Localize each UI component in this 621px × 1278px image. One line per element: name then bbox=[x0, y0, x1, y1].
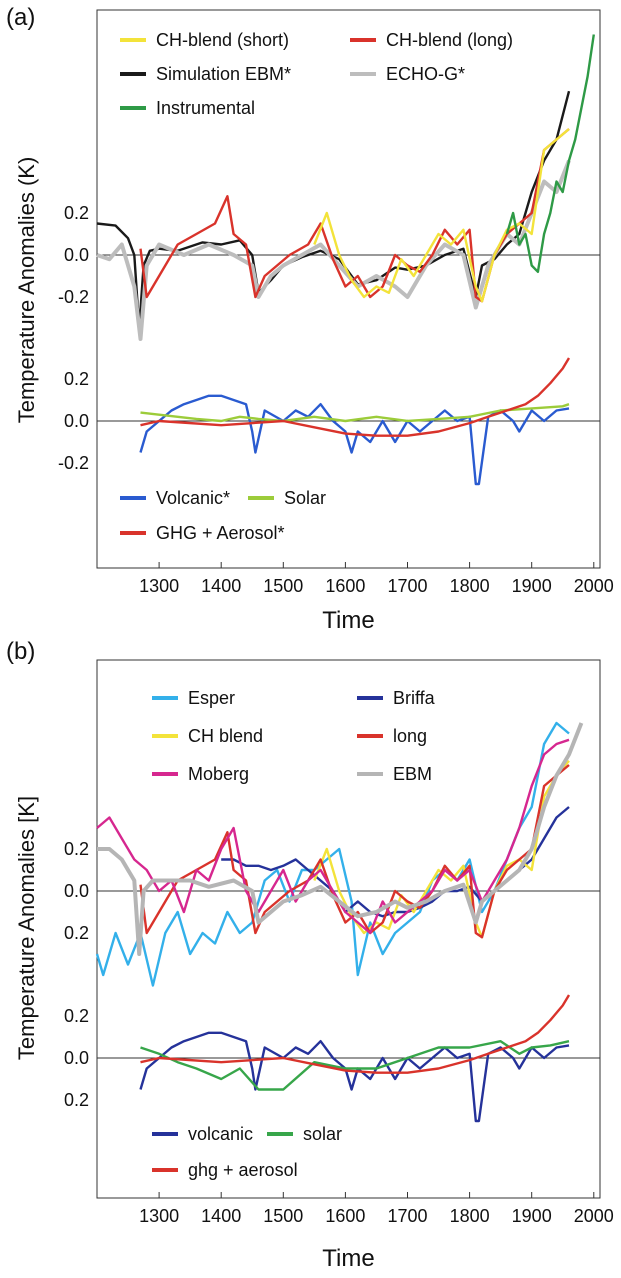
p0-plot-frame bbox=[96, 9, 601, 569]
p1-series-line-volcanic bbox=[139, 1031, 570, 1123]
p1-lower-y-tick-label: 0.2 bbox=[64, 1090, 89, 1110]
p1-lower-legend-label: ghg + aerosol bbox=[188, 1160, 298, 1180]
p0-lower-y-tick-label: 0.0 bbox=[64, 411, 89, 431]
p0-series-line-instrumental bbox=[505, 34, 595, 273]
p1-x-tick-label: 1700 bbox=[387, 1206, 427, 1226]
panel-a-label: (a) bbox=[6, 4, 36, 31]
p0-lower-legend-label: Volcanic* bbox=[156, 488, 230, 508]
p0-x-tick-label: 1500 bbox=[263, 576, 303, 596]
p1-x-tick-label: 1900 bbox=[512, 1206, 552, 1226]
p1-x-tick-label: 1500 bbox=[263, 1206, 303, 1226]
p1-upper-y-tick-label: 0.0 bbox=[64, 881, 89, 901]
p0-upper-legend-label: CH-blend (short) bbox=[156, 30, 289, 50]
p0-x-tick-label: 1400 bbox=[201, 576, 241, 596]
p0-x-tick-label: 1900 bbox=[512, 576, 552, 596]
p0-x-tick-label: 1300 bbox=[139, 576, 179, 596]
p1-lower-legend-label: volcanic bbox=[188, 1124, 253, 1144]
p0-series-line-simulation-ebm- bbox=[96, 90, 571, 330]
p0-y-axis-label: Temperature Anomalies (K) bbox=[14, 157, 39, 424]
p1-series-line-moberg bbox=[96, 738, 570, 935]
p0-x-tick-label: 2000 bbox=[574, 576, 614, 596]
p1-lower-legend-label: solar bbox=[303, 1124, 342, 1144]
p1-x-axis-label: Time bbox=[322, 1245, 374, 1272]
p1-upper-legend-label: long bbox=[393, 726, 427, 746]
p1-upper-y-tick-label: 0.2 bbox=[64, 839, 89, 859]
p1-upper-y-tick-label: 0.2 bbox=[64, 923, 89, 943]
panel-b-label: (b) bbox=[6, 638, 36, 665]
p0-x-tick-label: 1600 bbox=[325, 576, 365, 596]
p1-upper-legend-label: Briffa bbox=[393, 688, 436, 708]
p0-upper-legend-label: Instrumental bbox=[156, 98, 255, 118]
p0-upper-legend-label: Simulation EBM* bbox=[156, 64, 291, 84]
p1-y-axis-label: Temperature Anomalies [K] bbox=[14, 796, 39, 1060]
p0-lower-legend-label: Solar bbox=[284, 488, 326, 508]
p0-upper-legend-label: ECHO-G* bbox=[386, 64, 465, 84]
p0-x-axis-label: Time bbox=[322, 607, 374, 634]
p1-series-line-ebm bbox=[97, 722, 584, 956]
p0-upper-legend-label: CH-blend (long) bbox=[386, 30, 513, 50]
p1-upper-legend-label: CH blend bbox=[188, 726, 263, 746]
p1-x-tick-label: 1600 bbox=[325, 1206, 365, 1226]
p0-lower-legend-label: GHG + Aerosol* bbox=[156, 523, 285, 543]
p1-x-tick-label: 1400 bbox=[201, 1206, 241, 1226]
p0-lower-y-tick-label: 0.2 bbox=[64, 369, 89, 389]
p0-upper-y-tick-label: -0.2 bbox=[58, 287, 89, 307]
p1-x-tick-label: 1300 bbox=[139, 1206, 179, 1226]
p1-series-line-solar bbox=[140, 1039, 570, 1091]
p0-series-line-ch-blend-short- bbox=[313, 128, 570, 303]
p1-lower-y-tick-label: 0.2 bbox=[64, 1006, 89, 1026]
p0-lower-y-tick-label: -0.2 bbox=[58, 453, 89, 473]
p1-plot-frame bbox=[96, 659, 601, 1199]
p1-series-line-esper bbox=[95, 721, 570, 987]
p1-x-tick-label: 1800 bbox=[450, 1206, 490, 1226]
p1-upper-legend-label: Moberg bbox=[188, 764, 249, 784]
p0-x-tick-label: 1700 bbox=[387, 576, 427, 596]
p1-series-line-ch-blend bbox=[313, 760, 570, 939]
p0-upper-y-tick-label: 0.0 bbox=[64, 245, 89, 265]
p0-series-line-ch-blend-long- bbox=[139, 128, 570, 303]
p0-x-tick-label: 1800 bbox=[450, 576, 490, 596]
p0-series-line-ghg-aerosol- bbox=[140, 357, 571, 437]
p1-upper-legend-label: EBM bbox=[393, 764, 432, 784]
p1-lower-y-tick-label: 0.0 bbox=[64, 1048, 89, 1068]
p0-upper-y-tick-label: 0.2 bbox=[64, 203, 89, 223]
p1-x-tick-label: 2000 bbox=[574, 1206, 614, 1226]
p1-series-line-ghg-aerosol bbox=[140, 994, 571, 1074]
p1-upper-legend-label: Esper bbox=[188, 688, 235, 708]
